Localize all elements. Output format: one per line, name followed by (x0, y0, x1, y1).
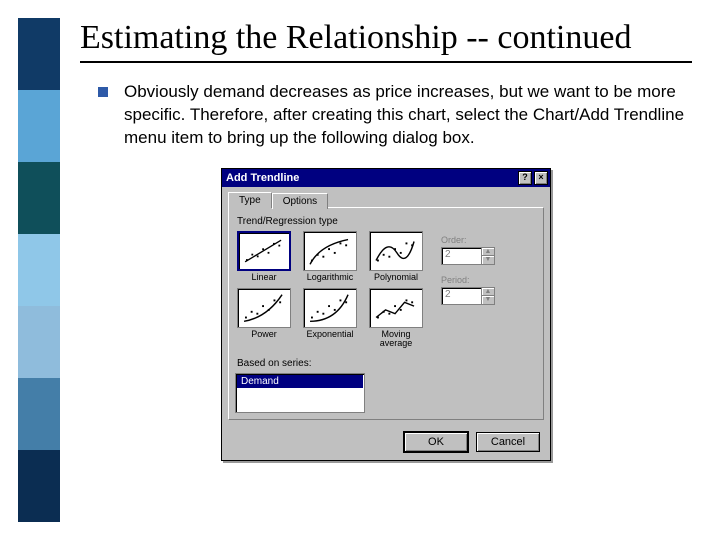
sidebar-block (18, 18, 60, 90)
period-spinner: 2 ▲ ▼ (441, 287, 495, 305)
trend-type-label: Power (235, 330, 293, 339)
sidebar-block (18, 450, 60, 522)
side-inputs: Order: 2 ▲ ▼ Period: 2 (441, 235, 537, 305)
tab-strip: TypeOptions (222, 187, 550, 207)
period-label: Period: (441, 275, 537, 285)
decorative-sidebar (18, 18, 60, 522)
bullet-icon (98, 87, 108, 97)
order-spinner: 2 ▲ ▼ (441, 247, 495, 265)
add-trendline-dialog: Add Trendline ? × TypeOptions Trend/Regr… (221, 168, 551, 461)
close-button[interactable]: × (534, 171, 548, 185)
dialog-buttons: OK Cancel (222, 426, 550, 460)
spin-up-icon: ▲ (481, 288, 494, 297)
sidebar-block (18, 234, 60, 306)
trend-thumb-icon (303, 288, 357, 328)
help-button[interactable]: ? (518, 171, 532, 185)
series-item[interactable]: Demand (237, 375, 363, 388)
trend-type-label: Logarithmic (301, 273, 359, 282)
trend-thumb-icon (369, 231, 423, 271)
trend-type-label: Moving average (367, 330, 425, 348)
order-label: Order: (441, 235, 537, 245)
dialog-titlebar[interactable]: Add Trendline ? × (222, 169, 550, 187)
tab-type[interactable]: Type (228, 192, 272, 208)
ok-button[interactable]: OK (404, 432, 468, 452)
period-field: Period: 2 ▲ ▼ (441, 275, 537, 305)
trend-type-poly[interactable]: Polynomial (367, 231, 425, 282)
trend-type-grid: Linear Logarithmic Polynomial Power Exponent… (235, 231, 425, 348)
trend-type-log[interactable]: Logarithmic (301, 231, 359, 282)
spin-down-icon: ▼ (481, 256, 494, 264)
trend-type-ma[interactable]: Moving average (367, 288, 425, 348)
sidebar-block (18, 306, 60, 378)
title-underline (80, 61, 692, 63)
dialog-title: Add Trendline (226, 172, 299, 184)
trend-type-exp[interactable]: Exponential (301, 288, 359, 348)
body-row: Obviously demand decreases as price incr… (80, 81, 692, 150)
sidebar-block (18, 90, 60, 162)
spin-down-icon: ▼ (481, 296, 494, 304)
series-listbox[interactable]: Demand (235, 373, 365, 413)
sidebar-block (18, 378, 60, 450)
slide-content: Estimating the Relationship -- continued… (80, 18, 692, 461)
series-area: Based on series: Demand (235, 348, 537, 413)
tab-options[interactable]: Options (272, 193, 328, 209)
trend-thumb-icon (237, 231, 291, 271)
trend-thumb-icon (303, 231, 357, 271)
type-panel: Trend/Regression type Linear Logarithmic P… (228, 207, 544, 420)
body-text: Obviously demand decreases as price incr… (124, 81, 692, 150)
trend-type-label: Exponential (301, 330, 359, 339)
spin-up-icon: ▲ (481, 248, 494, 257)
trend-thumb-icon (237, 288, 291, 328)
trend-type-label: Polynomial (367, 273, 425, 282)
period-value: 2 (442, 288, 481, 304)
page-title: Estimating the Relationship -- continued (80, 18, 692, 57)
trend-type-power[interactable]: Power (235, 288, 293, 348)
group-label: Trend/Regression type (237, 216, 537, 227)
trend-type-label: Linear (235, 273, 293, 282)
series-label: Based on series: (237, 358, 537, 369)
order-value: 2 (442, 248, 481, 264)
order-field: Order: 2 ▲ ▼ (441, 235, 537, 265)
cancel-button[interactable]: Cancel (476, 432, 540, 452)
trend-thumb-icon (369, 288, 423, 328)
trend-type-linear[interactable]: Linear (235, 231, 293, 282)
sidebar-block (18, 162, 60, 234)
